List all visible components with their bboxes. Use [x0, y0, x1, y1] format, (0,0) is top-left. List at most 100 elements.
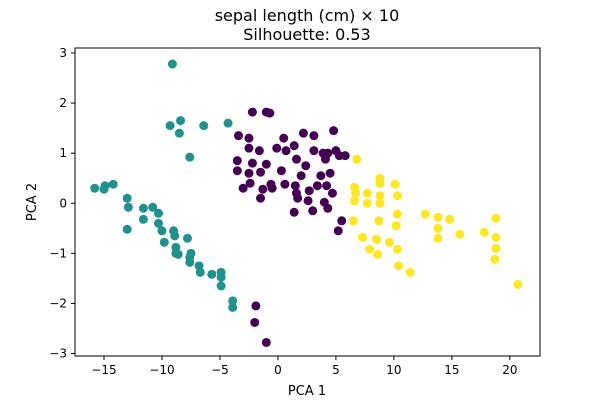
data-point	[351, 188, 361, 198]
data-point	[445, 214, 455, 224]
data-point	[316, 171, 326, 181]
data-point	[122, 224, 132, 234]
data-point	[254, 146, 264, 156]
data-point	[375, 191, 385, 201]
data-point	[247, 158, 257, 168]
data-point	[123, 202, 133, 212]
data-point	[234, 131, 244, 141]
data-point	[185, 257, 195, 267]
data-point	[216, 281, 226, 291]
data-point	[391, 221, 401, 231]
data-point	[371, 234, 381, 244]
data-point	[244, 168, 254, 178]
data-point	[281, 146, 291, 156]
data-point	[165, 121, 175, 131]
data-point	[244, 143, 254, 153]
data-point	[362, 198, 372, 208]
data-point	[433, 223, 443, 233]
data-point	[384, 237, 394, 247]
y-tick-label: 3	[59, 46, 67, 60]
y-tick-label: −1	[49, 246, 67, 260]
data-point	[327, 188, 337, 198]
data-point	[312, 181, 322, 191]
data-point	[392, 209, 402, 219]
data-point	[176, 116, 186, 126]
data-point	[333, 226, 343, 236]
chart-title: sepal length (cm) × 10	[215, 6, 400, 25]
data-point	[490, 254, 500, 264]
data-point	[138, 214, 148, 224]
y-axis-label: PCA 2	[25, 183, 40, 221]
data-point	[304, 186, 314, 196]
data-point	[159, 237, 169, 247]
data-point	[301, 161, 311, 171]
y-tick-label: −2	[49, 296, 67, 310]
x-tick-label: −15	[91, 363, 116, 377]
data-point	[185, 152, 195, 162]
data-point	[258, 184, 268, 194]
x-tick-label: 10	[386, 363, 401, 377]
data-point	[513, 279, 523, 289]
data-point	[365, 244, 375, 254]
data-point	[223, 118, 233, 128]
y-tick-label: 1	[59, 146, 67, 160]
data-point	[195, 267, 205, 277]
data-point	[394, 261, 404, 271]
data-point	[325, 168, 335, 178]
data-point	[289, 207, 299, 217]
data-point	[238, 183, 248, 193]
data-point	[309, 146, 319, 156]
data-point	[267, 183, 277, 193]
chart-subtitle: Silhouette: 0.53	[243, 25, 370, 44]
data-point	[392, 244, 402, 254]
x-tick-label: 0	[274, 363, 282, 377]
data-point	[99, 184, 109, 194]
data-point	[256, 193, 266, 203]
data-point	[420, 209, 430, 219]
data-point	[362, 188, 372, 198]
data-point	[228, 302, 238, 312]
data-point	[90, 183, 100, 193]
data-point	[491, 232, 501, 242]
data-point	[392, 191, 402, 201]
data-point	[349, 196, 359, 206]
data-point	[138, 203, 148, 213]
data-point	[390, 179, 400, 189]
x-axis-label: PCA 1	[288, 384, 326, 399]
data-point	[122, 193, 132, 203]
cluster-2-points	[348, 154, 523, 289]
cluster-0-points	[90, 59, 238, 312]
data-point	[232, 166, 242, 176]
data-point	[244, 133, 254, 143]
data-point	[348, 216, 358, 226]
data-point	[491, 243, 501, 253]
x-tick-label: −10	[149, 363, 174, 377]
data-point	[174, 128, 184, 138]
y-tick-label: 2	[59, 96, 67, 110]
data-points	[90, 59, 523, 347]
data-point	[323, 203, 333, 213]
data-point	[108, 179, 118, 189]
data-point	[479, 227, 489, 237]
data-point	[293, 193, 303, 203]
data-point	[173, 249, 183, 259]
data-point	[261, 337, 271, 347]
data-point	[352, 154, 362, 164]
x-tick-label: 20	[502, 363, 517, 377]
data-point	[405, 267, 415, 277]
data-point	[433, 212, 443, 222]
data-point	[247, 107, 257, 117]
y-tick-label: 0	[59, 196, 67, 210]
data-point	[491, 213, 501, 223]
x-axis-ticks: −15 −10 −5 0 5 10 15 20	[91, 356, 517, 377]
data-point	[298, 128, 308, 138]
data-point	[207, 269, 217, 279]
y-axis-ticks: −3 −2 −1 0 1 2 3	[49, 46, 75, 360]
data-point	[261, 159, 271, 169]
data-point	[153, 218, 163, 228]
data-point	[280, 179, 290, 189]
data-point	[170, 231, 180, 241]
y-tick-label: −3	[49, 346, 67, 360]
data-point	[455, 229, 465, 239]
data-point	[182, 233, 192, 243]
